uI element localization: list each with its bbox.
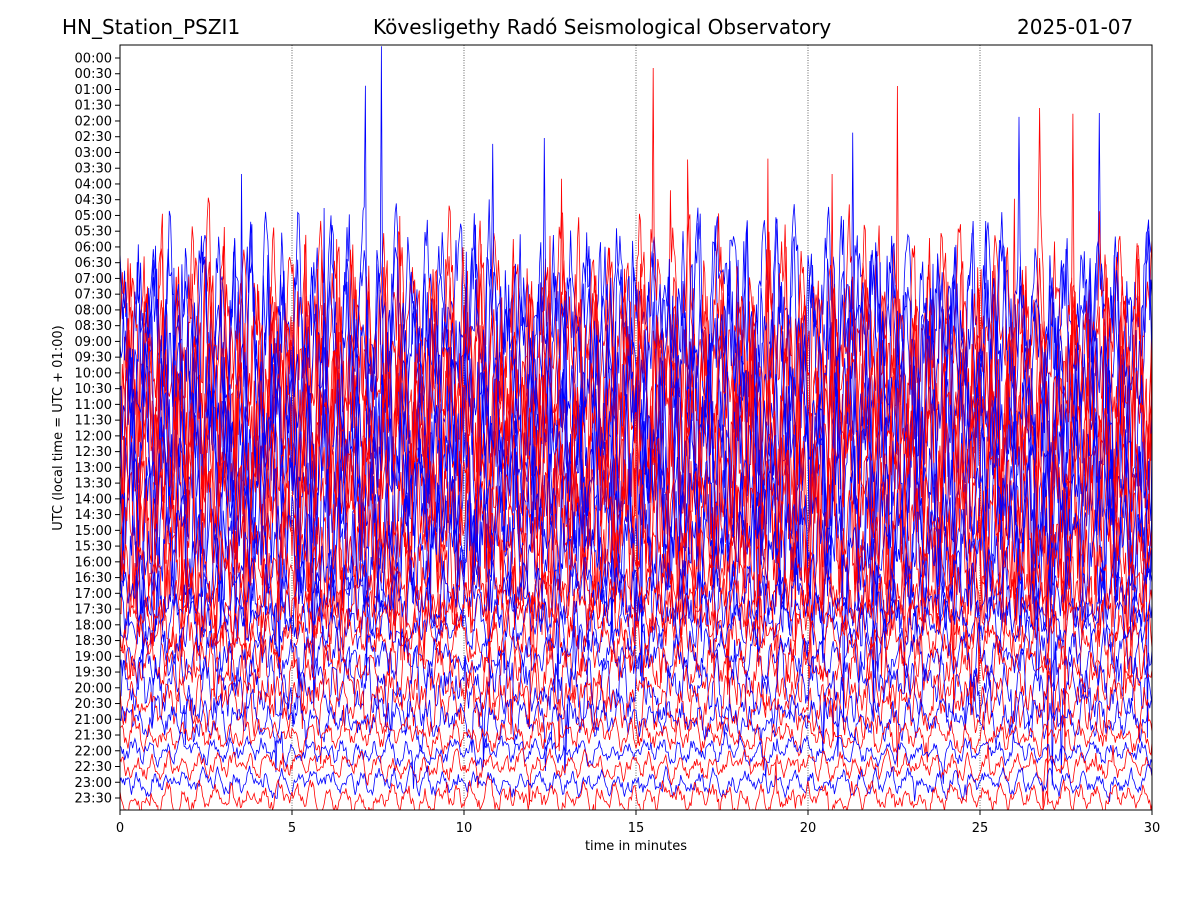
trace-2030 [120,657,1152,768]
trace-2300 [120,761,1152,802]
x-tick-label: 30 [1144,821,1161,836]
trace-2100 [120,657,1152,776]
y-tick-label: 09:30 [75,351,112,366]
x-tick-label: 5 [288,821,296,836]
x-tick-label: 10 [456,821,473,836]
trace-1300 [120,262,1152,679]
y-tick-label: 06:30 [75,256,112,271]
trace-2330 [120,759,1152,810]
y-tick-label: 00:30 [75,67,112,82]
y-tick-label: 01:00 [75,83,112,98]
y-tick-label: 12:30 [75,445,112,460]
x-axis-label: time in minutes [585,839,687,854]
y-tick-label: 10:30 [75,382,112,397]
y-tick-label: 00:00 [75,52,112,67]
trace-2200 [120,731,1152,789]
y-tick-label: 04:30 [75,193,112,208]
y-tick-label: 15:30 [75,540,112,555]
y-tick-label: 23:00 [75,776,112,791]
y-tick-label: 07:00 [75,272,112,287]
y-tick-label: 13:30 [75,477,112,492]
trace-2130 [120,702,1152,771]
trace-1730 [120,483,1152,716]
station-title: HN_Station_PSZI1 [62,15,241,39]
y-tick-label: 23:30 [75,792,112,807]
y-tick-label: 19:30 [75,666,112,681]
x-tick-label: 25 [972,821,989,836]
chart-title: Kövesligethy Radó Seismological Observat… [373,15,832,39]
y-axis-label: UTC (local time = UTC + 01:00) [51,325,66,530]
y-tick-label: 21:00 [75,713,112,728]
y-tick-label: 04:00 [75,177,112,192]
y-tick-label: 12:00 [75,429,112,444]
x-tick-label: 20 [800,821,817,836]
y-tick-label: 14:30 [75,508,112,523]
y-tick-label: 11:00 [75,398,112,413]
trace-2230 [120,745,1152,810]
date-title: 2025-01-07 [1017,15,1134,39]
y-tick-label: 10:00 [75,366,112,381]
y-tick-label: 02:30 [75,130,112,145]
trace-1530 [120,356,1152,694]
trace-1900 [120,589,1152,691]
y-tick-label: 18:00 [75,618,112,633]
y-tick-label: 07:30 [75,288,112,303]
trace-1230 [120,158,1152,805]
y-tick-label: 17:00 [75,587,112,602]
y-tick-label: 19:00 [75,650,112,665]
y-tick-label: 05:30 [75,225,112,240]
y-tick-label: 03:00 [75,146,112,161]
y-tick-label: 21:30 [75,729,112,744]
y-tick-label: 02:00 [75,114,112,129]
y-tick-label: 15:00 [75,524,112,539]
y-tick-label: 17:30 [75,603,112,618]
y-tick-label: 22:00 [75,744,112,759]
y-tick-label: 22:30 [75,760,112,775]
y-tick-label: 20:30 [75,697,112,712]
y-tick-label: 11:30 [75,414,112,429]
y-tick-label: 20:00 [75,681,112,696]
y-tick-label: 01:30 [75,99,112,114]
y-tick-label: 08:30 [75,319,112,334]
y-tick-label: 13:00 [75,461,112,476]
y-tick-label: 06:00 [75,240,112,255]
y-tick-label: 16:00 [75,555,112,570]
y-tick-label: 16:30 [75,571,112,586]
y-tick-label: 09:00 [75,335,112,350]
y-tick-label: 14:00 [75,492,112,507]
y-tick-label: 05:00 [75,209,112,224]
y-tick-label: 08:00 [75,303,112,318]
x-tick-label: 0 [116,821,124,836]
trace-1030 [120,178,1152,656]
x-tick-label: 15 [628,821,645,836]
y-tick-label: 03:30 [75,162,112,177]
y-tick-label: 18:30 [75,634,112,649]
